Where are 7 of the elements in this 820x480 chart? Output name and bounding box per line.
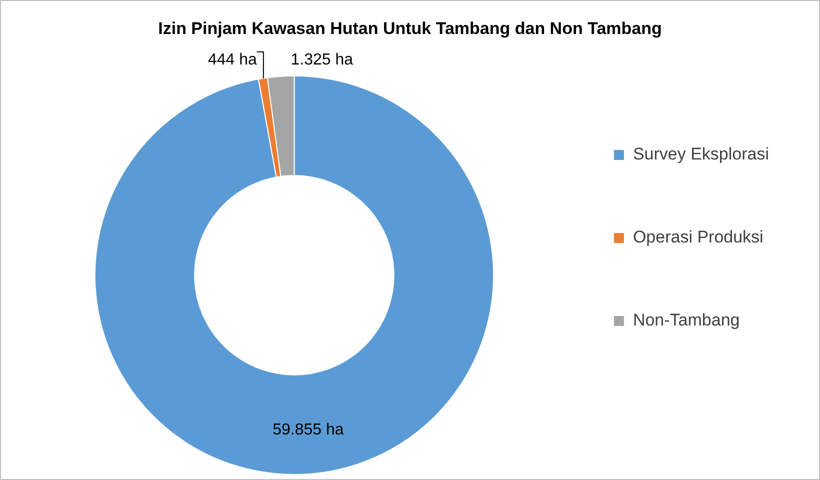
data-label: 1.325 ha [290, 51, 354, 68]
legend-label: Operasi Produksi [632, 228, 764, 247]
data-label: 59.855 ha [272, 421, 344, 438]
legend-label: Non-Tambang [632, 310, 740, 330]
chart-title: Izin Pinjam Kawasan Hutan Untuk Tambang dan Non Tambang [158, 18, 662, 38]
data-label: 444 ha [208, 51, 258, 68]
legend-label: Survey Eksplorasi [632, 144, 770, 164]
